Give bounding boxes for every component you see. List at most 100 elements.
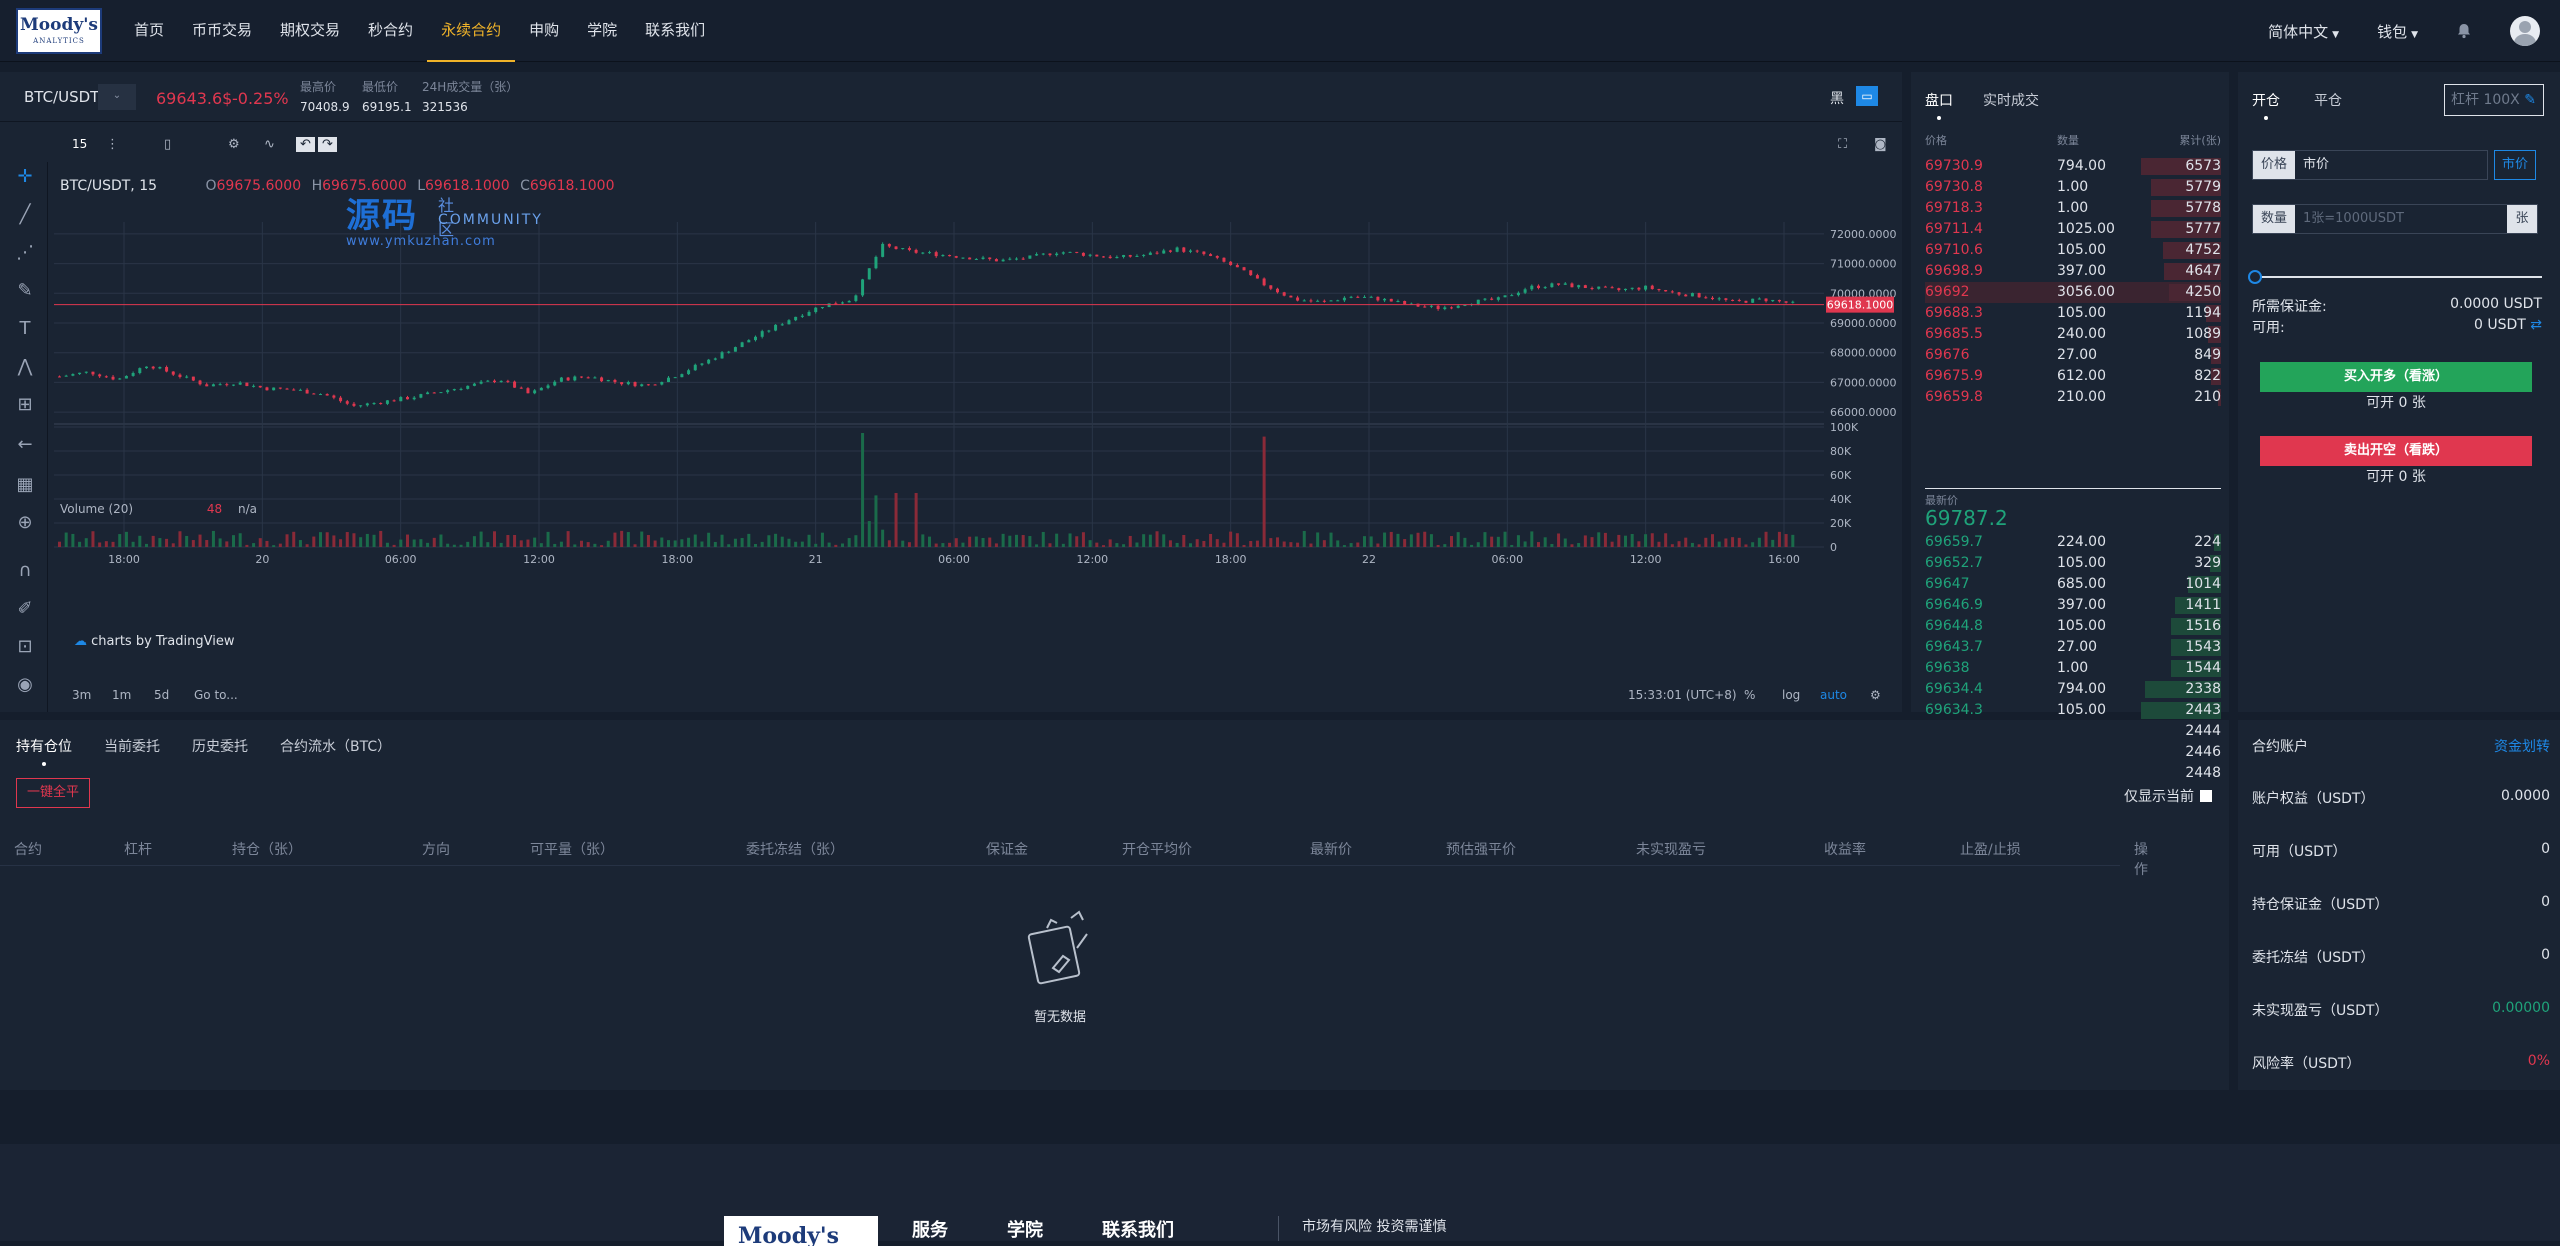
- candle[interactable]: [232, 384, 235, 386]
- bid-row[interactable]: 69647 685.00 1014: [1925, 574, 2221, 595]
- candle[interactable]: [1389, 298, 1393, 302]
- candle[interactable]: [131, 373, 135, 376]
- magnet-icon[interactable]: ∩: [18, 560, 32, 581]
- candle[interactable]: [1550, 283, 1554, 288]
- candle[interactable]: [1510, 295, 1514, 297]
- candle[interactable]: [1081, 252, 1085, 256]
- range-5d[interactable]: 5d: [154, 688, 170, 702]
- ruler-icon[interactable]: ▦: [16, 474, 34, 495]
- candle[interactable]: [1175, 247, 1179, 252]
- candle[interactable]: [794, 316, 798, 321]
- candle[interactable]: [1255, 275, 1259, 279]
- transfer-icon[interactable]: ⇄: [2530, 317, 2542, 333]
- candle[interactable]: [680, 374, 684, 378]
- candle[interactable]: [1376, 296, 1380, 301]
- wallet-menu[interactable]: 钱包 ▼: [2377, 22, 2418, 41]
- candle[interactable]: [98, 374, 102, 377]
- slider-knob[interactable]: [2248, 270, 2262, 284]
- candle[interactable]: [901, 248, 905, 250]
- candlestick-chart[interactable]: 72000.000071000.000070000.000069000.0000…: [54, 222, 1902, 682]
- candle[interactable]: [928, 252, 931, 254]
- candle[interactable]: [1008, 258, 1012, 260]
- candle[interactable]: [894, 246, 898, 250]
- goto-button[interactable]: Go to...: [194, 688, 238, 702]
- candle[interactable]: [1704, 297, 1708, 299]
- candle[interactable]: [988, 257, 992, 260]
- footer-link-contact[interactable]: 联系我们: [1102, 1220, 1174, 1241]
- candle[interactable]: [339, 397, 343, 402]
- candle[interactable]: [412, 397, 416, 400]
- candle[interactable]: [392, 400, 396, 402]
- pitchfork-icon[interactable]: ⋰: [16, 242, 34, 263]
- symbol-dropdown-icon[interactable]: ⌄: [98, 84, 136, 110]
- candle[interactable]: [640, 384, 644, 387]
- tab-orderbook[interactable]: 盘口: [1925, 90, 1953, 120]
- candle[interactable]: [1048, 253, 1052, 256]
- tab-positions[interactable]: 持有仓位: [16, 736, 72, 766]
- candle[interactable]: [1624, 288, 1627, 291]
- candle[interactable]: [1657, 289, 1661, 291]
- candle[interactable]: [319, 394, 322, 396]
- candle[interactable]: [646, 384, 650, 386]
- price-field[interactable]: 价格 市价: [2252, 150, 2488, 180]
- candle[interactable]: [1068, 251, 1072, 253]
- footer-link-service[interactable]: 服务: [912, 1220, 948, 1241]
- candle[interactable]: [1296, 297, 1300, 301]
- candle[interactable]: [1396, 301, 1400, 303]
- candle[interactable]: [1731, 299, 1735, 301]
- candle[interactable]: [1322, 300, 1326, 302]
- candle[interactable]: [1563, 283, 1567, 285]
- candle[interactable]: [854, 295, 858, 301]
- candle[interactable]: [1516, 292, 1520, 296]
- candle[interactable]: [1015, 258, 1018, 260]
- candle[interactable]: [372, 403, 376, 405]
- candle[interactable]: [1697, 293, 1701, 298]
- candle[interactable]: [841, 302, 844, 304]
- footer-link-academy[interactable]: 学院: [1007, 1220, 1043, 1241]
- candle[interactable]: [1195, 250, 1199, 252]
- ask-row[interactable]: 69659.8 210.00 210: [1925, 387, 2221, 408]
- candle[interactable]: [58, 376, 61, 378]
- candle[interactable]: [1229, 261, 1233, 265]
- candle[interactable]: [439, 392, 443, 394]
- candle[interactable]: [613, 380, 617, 383]
- candle[interactable]: [767, 330, 771, 332]
- candle[interactable]: [606, 380, 610, 382]
- candle[interactable]: [1383, 298, 1387, 301]
- candle[interactable]: [994, 259, 998, 262]
- candle[interactable]: [1369, 296, 1373, 298]
- candle[interactable]: [1711, 297, 1714, 300]
- candle[interactable]: [780, 324, 784, 326]
- candle[interactable]: [1235, 264, 1239, 268]
- candle[interactable]: [1028, 255, 1032, 259]
- candle[interactable]: [298, 389, 302, 391]
- candle[interactable]: [707, 359, 711, 364]
- candle[interactable]: [941, 255, 945, 257]
- candle[interactable]: [1664, 289, 1668, 292]
- candle[interactable]: [352, 403, 356, 406]
- candle[interactable]: [914, 249, 918, 253]
- candle[interactable]: [954, 256, 958, 258]
- candle[interactable]: [533, 390, 537, 394]
- candle[interactable]: [1597, 286, 1601, 289]
- candle[interactable]: [493, 380, 496, 383]
- bid-row[interactable]: 69643.7 27.00 1543: [1925, 637, 2221, 658]
- candle[interactable]: [1530, 285, 1534, 290]
- candle[interactable]: [238, 382, 242, 385]
- candle[interactable]: [479, 381, 483, 384]
- candle[interactable]: [1189, 250, 1192, 252]
- ask-row[interactable]: 69718.3 1.00 5778: [1925, 198, 2221, 219]
- candle[interactable]: [1637, 287, 1641, 290]
- candle[interactable]: [1737, 300, 1741, 302]
- candle[interactable]: [399, 397, 403, 402]
- candle[interactable]: [1055, 253, 1059, 256]
- candle[interactable]: [800, 315, 804, 317]
- candle[interactable]: [586, 377, 590, 379]
- candle[interactable]: [365, 403, 369, 406]
- bid-row[interactable]: 69646.9 397.00 1411: [1925, 595, 2221, 616]
- candle[interactable]: [1095, 254, 1099, 257]
- candle[interactable]: [1329, 300, 1333, 302]
- candle[interactable]: [1751, 298, 1755, 303]
- market-price-button[interactable]: 市价: [2494, 150, 2536, 180]
- nav-options[interactable]: 期权交易: [280, 21, 341, 39]
